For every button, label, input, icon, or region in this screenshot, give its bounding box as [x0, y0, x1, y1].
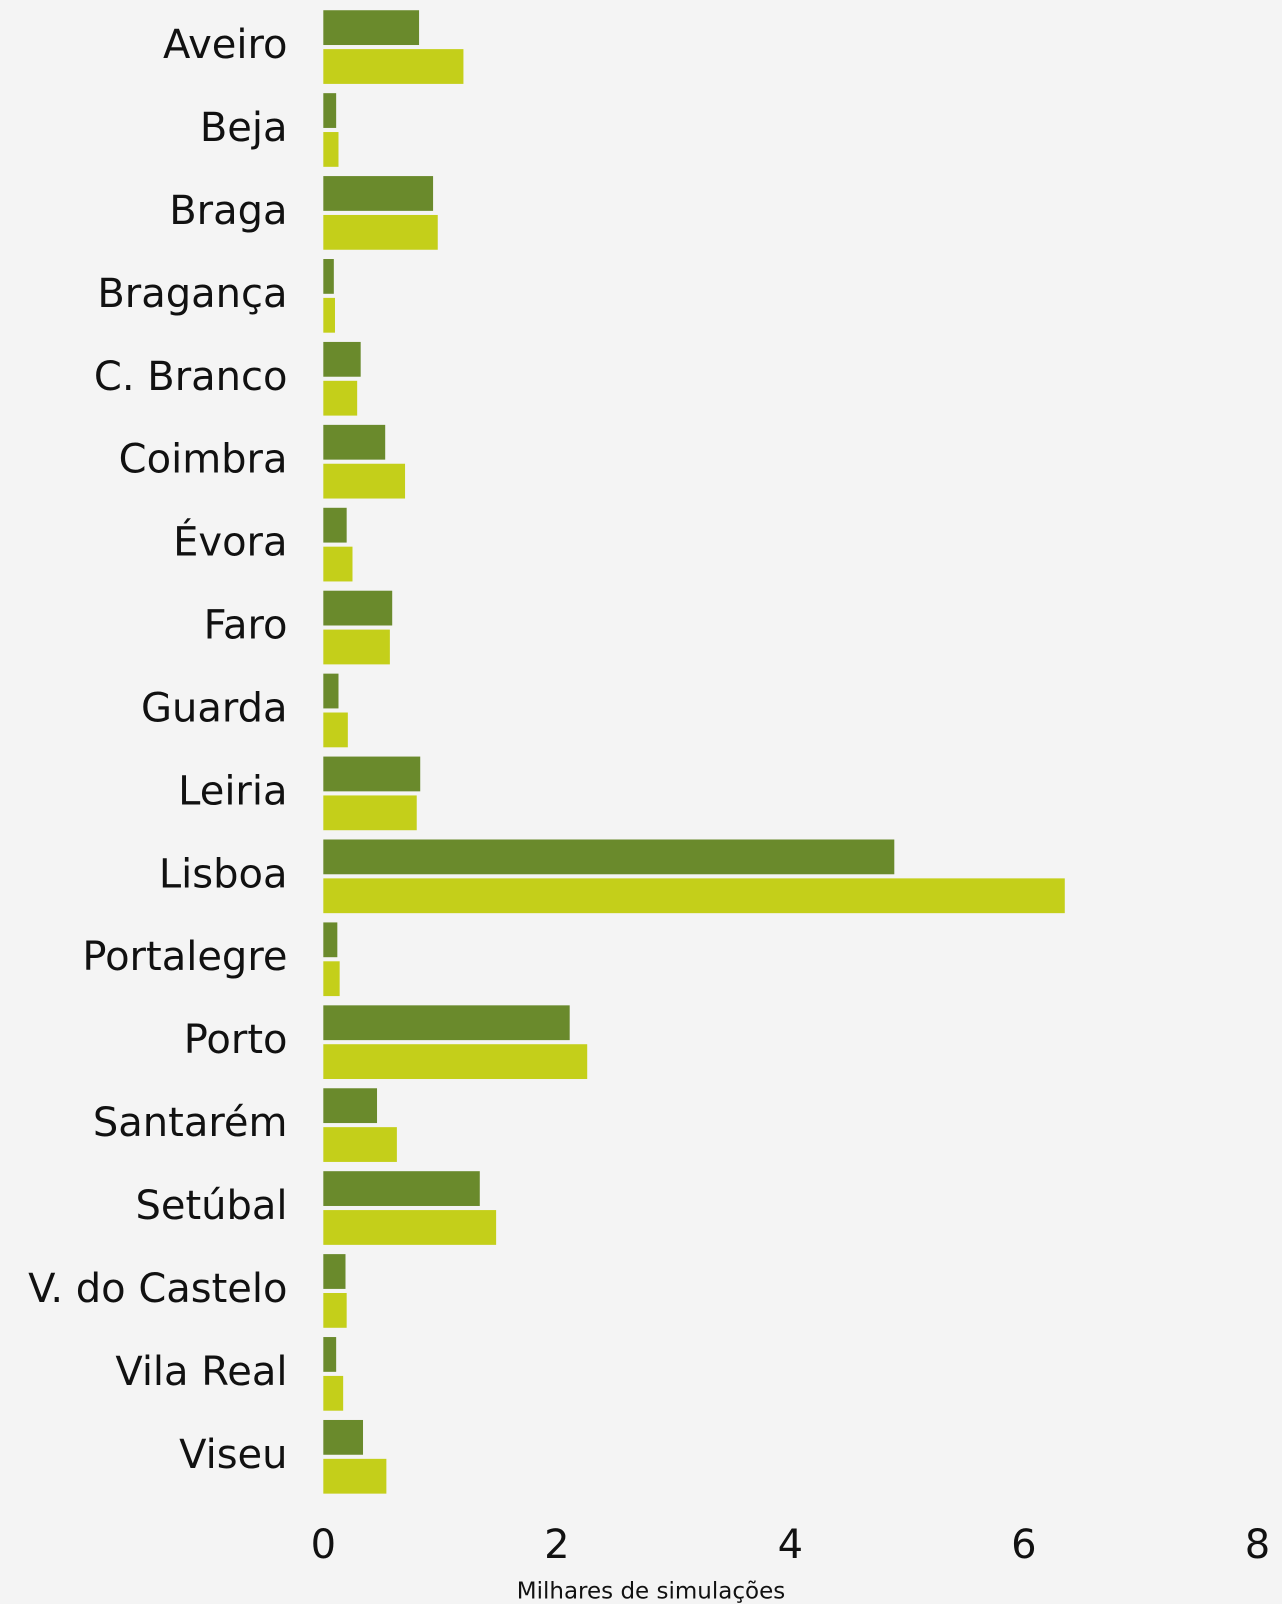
y-tick-label: Évora: [173, 518, 287, 566]
bar: [323, 1005, 570, 1041]
y-tick-label: V. do Castelo: [28, 1266, 287, 1312]
x-tick-label: 4: [778, 1522, 803, 1568]
x-tick-label: 8: [1245, 1522, 1270, 1568]
y-tick-label: Viseu: [179, 1432, 287, 1478]
bar: [323, 795, 417, 831]
bar: [323, 546, 353, 582]
bar: [323, 297, 335, 333]
bar: [323, 176, 434, 211]
bar: [323, 961, 340, 997]
bar: [323, 49, 464, 84]
y-tick-label: C. Branco: [94, 354, 288, 400]
y-tick-label: Setúbal: [135, 1183, 287, 1229]
bar: [323, 1375, 344, 1411]
y-tick-label: Portalegre: [82, 934, 287, 980]
x-tick-label: 0: [311, 1522, 336, 1568]
bar: [323, 629, 390, 665]
bar: [323, 93, 337, 128]
bar: [323, 507, 347, 543]
y-tick-label: Vila Real: [115, 1349, 287, 1395]
bar: [323, 1044, 588, 1080]
y-tick-label: Leiria: [178, 768, 287, 814]
y-tick-label: Santarém: [93, 1100, 288, 1146]
bar: [323, 341, 361, 377]
bar: [323, 1419, 364, 1455]
x-axis-label: Milhares de simulações: [517, 1579, 785, 1604]
y-tick-label: Aveiro: [163, 22, 287, 68]
y-tick-label: Beja: [200, 105, 288, 151]
bar: [323, 424, 386, 460]
bar: [323, 839, 895, 875]
bar: [323, 1254, 346, 1289]
bar: [323, 878, 1065, 914]
bar: [323, 214, 438, 250]
bar: [323, 756, 421, 792]
x-tick-label: 6: [1011, 1522, 1036, 1568]
y-tick-label: Coimbra: [119, 437, 288, 483]
bar: [323, 712, 348, 748]
bar: [323, 463, 406, 499]
bar: [323, 673, 339, 709]
bar: [323, 1088, 378, 1124]
bar: [323, 380, 358, 416]
y-tick-label: Guarda: [141, 685, 288, 731]
bar: [323, 922, 338, 958]
y-tick-label: Lisboa: [159, 851, 288, 897]
x-tick-label: 2: [544, 1522, 569, 1568]
bar: [323, 1337, 337, 1372]
y-tick-label: Porto: [184, 1017, 288, 1063]
bar: [323, 10, 420, 46]
y-tick-label: Faro: [204, 603, 288, 649]
bar: [323, 132, 339, 167]
bar: [323, 590, 393, 626]
y-tick-label: Braga: [169, 188, 287, 234]
bar: [323, 1292, 347, 1328]
bar: [323, 1171, 480, 1206]
bar: [323, 1210, 497, 1245]
bar: [323, 259, 334, 294]
y-tick-label: Bragança: [97, 271, 287, 317]
bar: [323, 1127, 397, 1162]
bar: [323, 1458, 387, 1494]
